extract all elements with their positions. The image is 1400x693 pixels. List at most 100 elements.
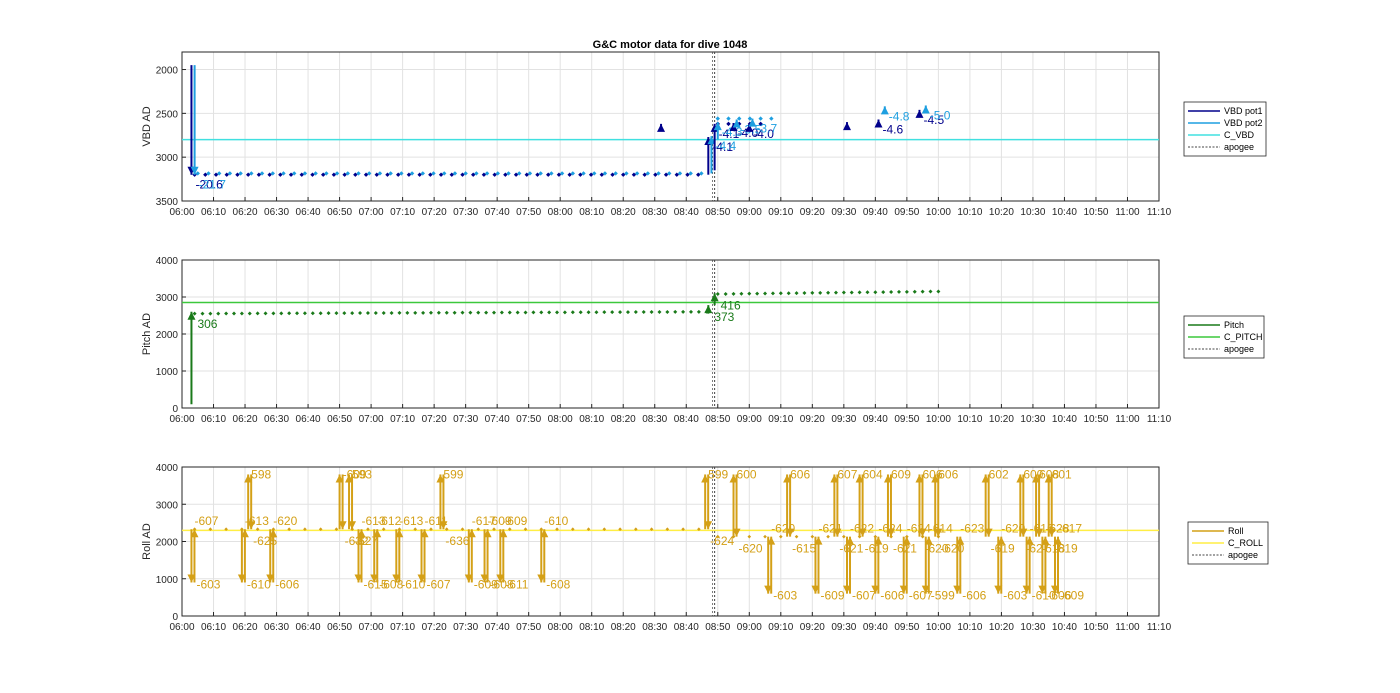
roll-point bbox=[492, 527, 496, 532]
roll-pulse-label: -610 bbox=[401, 577, 425, 591]
roll-pulse-label: 598 bbox=[251, 467, 271, 481]
roll-pulse-label: -636 bbox=[445, 534, 469, 548]
roll-pulse-arrow-head bbox=[373, 529, 382, 538]
pitch-point bbox=[389, 310, 394, 315]
x-tick-label: 09:20 bbox=[800, 207, 825, 218]
pitch-point bbox=[295, 311, 300, 316]
pitch-point bbox=[523, 310, 528, 315]
x-tick-label: 07:00 bbox=[359, 414, 384, 425]
x-tick-label: 08:10 bbox=[579, 622, 604, 633]
pitch-point bbox=[602, 310, 607, 315]
x-tick-label: 11:10 bbox=[1147, 207, 1172, 218]
y-tick-label: 0 bbox=[172, 404, 178, 415]
y-tick-label: 0 bbox=[172, 612, 178, 623]
x-tick-label: 08:00 bbox=[548, 622, 573, 633]
vbd-pot1-point bbox=[385, 172, 390, 177]
vbd-pot2-point bbox=[399, 171, 404, 176]
x-tick-label: 07:40 bbox=[485, 414, 510, 425]
vbd-pot1-point bbox=[278, 172, 283, 177]
x-tick-label: 10:10 bbox=[957, 622, 982, 633]
pitch-point bbox=[365, 311, 370, 316]
y-axis-label: Pitch AD bbox=[141, 313, 153, 355]
pitch-arrow-head bbox=[704, 305, 713, 314]
pitch-point bbox=[216, 311, 221, 316]
vbd-pot2-point bbox=[549, 171, 554, 176]
x-tick-label: 06:50 bbox=[327, 622, 352, 633]
pitch-point bbox=[657, 309, 662, 314]
pitch-point bbox=[747, 291, 752, 296]
pitch-point bbox=[928, 289, 933, 294]
roll-point bbox=[318, 527, 323, 532]
legend-entry: Roll bbox=[1228, 526, 1244, 536]
roll-pulse-arrow-head bbox=[540, 529, 549, 538]
vbd-pot2-point bbox=[758, 116, 763, 121]
pitch-point bbox=[641, 310, 646, 315]
roll-pulse-label: -615 bbox=[363, 577, 387, 591]
vbd-pot1-point bbox=[310, 172, 315, 177]
pitch-point bbox=[649, 310, 654, 315]
vbd-pot1-point bbox=[546, 172, 551, 177]
vbd-pot2-point bbox=[195, 171, 200, 176]
roll-point bbox=[208, 527, 213, 532]
roll-point bbox=[634, 527, 638, 532]
x-tick-label: 10:10 bbox=[957, 207, 982, 218]
roll-pulse-label: -610 bbox=[544, 514, 568, 528]
roll-point bbox=[649, 527, 654, 532]
pitch-point bbox=[492, 310, 497, 315]
pitch-point bbox=[318, 311, 323, 316]
vbd-pot1-point bbox=[610, 172, 615, 177]
x-tick-label: 07:40 bbox=[485, 622, 510, 633]
roll-pulse-label: -620 bbox=[940, 542, 964, 556]
vbd-pot2-point bbox=[409, 171, 415, 176]
vbd-pot1-arrow-head bbox=[874, 119, 883, 128]
pitch-point bbox=[936, 289, 941, 294]
vbd-pot1-point bbox=[663, 172, 669, 177]
x-tick-label: 08:40 bbox=[674, 622, 699, 633]
pitch-point bbox=[507, 310, 512, 315]
x-tick-label: 07:30 bbox=[453, 414, 478, 425]
vbd-pot1-point bbox=[599, 172, 604, 177]
roll-pulse-label: -627 bbox=[1025, 542, 1049, 556]
roll-pulse-arrow-head bbox=[467, 529, 476, 538]
x-tick-label: 09:10 bbox=[768, 414, 793, 425]
pitch-point bbox=[515, 310, 520, 315]
legend-entry: C_VBD bbox=[1224, 130, 1255, 140]
pitch-point bbox=[476, 310, 481, 315]
vbd-pot2-point bbox=[377, 171, 383, 176]
legend-entry: apogee bbox=[1228, 550, 1258, 560]
x-tick-label: 07:30 bbox=[453, 207, 478, 218]
y-tick-label: 3000 bbox=[156, 500, 179, 511]
roll-pulse-arrow-head bbox=[420, 529, 429, 538]
vbd-pot2-point bbox=[474, 171, 479, 176]
x-tick-label: 06:40 bbox=[296, 207, 321, 218]
vbd-pot2-point bbox=[656, 171, 661, 176]
vbd-pot2-point bbox=[747, 116, 753, 121]
x-tick-label: 09:20 bbox=[800, 622, 825, 633]
pitch-point bbox=[271, 311, 276, 316]
vbd-arrow-label: -4.4 bbox=[715, 139, 736, 153]
vbd-pot1-arrow-head bbox=[657, 123, 666, 132]
pitch-point bbox=[578, 310, 583, 315]
roll-pulse-label: -620 bbox=[739, 542, 763, 556]
roll-pulse-label: -612 bbox=[377, 514, 401, 528]
vbd-pot2-point bbox=[559, 171, 565, 176]
pitch-point bbox=[865, 290, 870, 295]
roll-pulse-label: -619 bbox=[865, 542, 889, 556]
pitch-point bbox=[499, 310, 504, 315]
vbd-pot2-point bbox=[259, 171, 265, 176]
roll-point bbox=[715, 534, 720, 539]
vbd-pot1-point bbox=[449, 172, 454, 177]
pitch-point bbox=[904, 289, 909, 294]
roll-pulse-arrow-head bbox=[269, 529, 278, 538]
roll-pulse-arrow-head bbox=[924, 536, 933, 545]
axes-box bbox=[181, 51, 1160, 202]
vbd-pot2-point bbox=[216, 171, 222, 176]
vbd-arrow-label: -4.8 bbox=[889, 109, 910, 123]
y-tick-label: 1000 bbox=[156, 367, 179, 378]
x-tick-label: 11:00 bbox=[1115, 622, 1140, 633]
roll-pulse-arrow-head bbox=[997, 536, 1006, 545]
roll-point bbox=[334, 527, 339, 532]
pitch-point bbox=[873, 290, 878, 295]
x-tick-label: 07:00 bbox=[359, 207, 384, 218]
